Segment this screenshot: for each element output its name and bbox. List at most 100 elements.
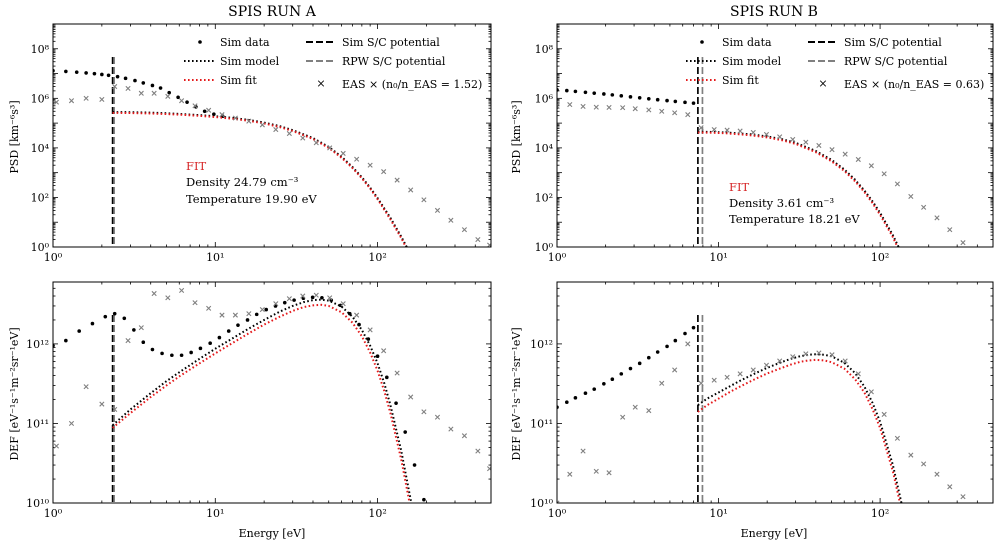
eas-point (68, 98, 75, 104)
ylabel-def-run-a: DEF [eV⁻¹s⁻¹m⁻²sr⁻¹eV] (8, 327, 21, 460)
eas-point (855, 156, 861, 163)
eas-point (192, 103, 198, 109)
y-tick-label: 10⁴ (535, 142, 554, 155)
eas-point (567, 101, 573, 108)
data-point (683, 100, 687, 105)
eas-point (434, 207, 441, 213)
x-tick-label: 10⁰ (548, 251, 567, 264)
series-line (111, 303, 411, 503)
ylabel-psd-run-a: PSD [km⁻⁶s³] (8, 100, 21, 173)
data-point (655, 350, 660, 354)
data-point (610, 93, 615, 97)
data-point (583, 391, 588, 396)
data-point (565, 400, 569, 404)
eas-point (475, 236, 481, 243)
x-tick-label: 10¹ (709, 251, 727, 264)
eas-point (486, 466, 491, 472)
eas-point (151, 90, 157, 96)
eas-point (698, 380, 704, 386)
eas-point (711, 377, 717, 383)
y-tick-label: 10¹² (26, 338, 49, 351)
eas-point (606, 104, 612, 111)
eas-point (232, 115, 238, 121)
data-point (123, 76, 128, 81)
y-tick-label: 10¹¹ (530, 417, 553, 430)
eas-point (763, 362, 770, 368)
series-eas (557, 101, 966, 246)
eas-point (112, 406, 118, 413)
data-point (217, 335, 222, 340)
eas-point (394, 370, 400, 376)
eas-point (151, 290, 157, 297)
data-point (310, 295, 315, 300)
data-point (637, 361, 642, 366)
legend-label-sim-model: Sim model (722, 55, 782, 68)
data-point (226, 329, 231, 333)
series-sim-model (111, 298, 413, 503)
data-point (133, 78, 137, 83)
data-point (245, 318, 250, 322)
series-eas (53, 83, 491, 247)
eas-point (286, 296, 292, 302)
eas-point (179, 98, 185, 104)
eas-point (659, 380, 665, 386)
fit-temperature: Temperature 19.90 eV (186, 192, 317, 206)
data-point (602, 382, 606, 386)
eas-point (165, 93, 171, 99)
axes-frame (556, 23, 994, 248)
series-sim-data (53, 68, 225, 119)
legend-label-rpw-sc: RPW S/C potential (342, 55, 446, 68)
eas-point (894, 435, 900, 441)
data-point (573, 89, 578, 94)
eas-point (408, 187, 414, 193)
eas-point (580, 103, 586, 110)
eas-point (947, 484, 953, 490)
data-point (602, 92, 606, 96)
eas-point (593, 104, 599, 110)
legend-label-sim-data: Sim data (220, 36, 270, 49)
series-sim-data (557, 88, 696, 105)
series-sim-fit (112, 111, 408, 247)
legend-label-sim-data: Sim data (722, 36, 772, 49)
y-tick-label: 10¹⁰ (530, 497, 553, 510)
axes-frame (52, 281, 492, 504)
data-point (655, 97, 660, 102)
data-point (665, 344, 669, 349)
eas-point (138, 325, 144, 331)
eas-point (672, 367, 678, 373)
data-point (160, 351, 164, 356)
fit-density: Density 3.61 cm⁻³ (729, 196, 834, 210)
eas-point (125, 85, 131, 92)
y-tick-label: 10² (535, 191, 553, 204)
eas-point (842, 358, 848, 364)
eas-point (421, 197, 427, 203)
legend-run-b: Sim data Sim model Sim fit Sim S/C poten… (686, 36, 984, 91)
eas-point (448, 217, 454, 223)
series-eas (557, 341, 966, 503)
eas-point (763, 131, 770, 137)
series-line (697, 353, 903, 503)
eas-point (632, 404, 638, 410)
legend-marker-eas: × (316, 77, 325, 90)
data-point (422, 497, 426, 502)
eas-point (921, 204, 927, 210)
axes-frame (556, 281, 994, 504)
fit-density: Density 24.79 cm⁻³ (186, 175, 299, 189)
panel-psd-run-a: 10⁰ 10¹ 10² 10⁰ 10² 10⁴ 10⁶ 10⁸ (31, 23, 492, 264)
data-point (106, 73, 111, 78)
eas-point (894, 181, 900, 187)
eas-point (790, 354, 796, 360)
eas-point (790, 136, 796, 142)
fit-temperature: Temperature 18.21 eV (729, 212, 860, 226)
data-point (122, 316, 127, 321)
data-point (100, 72, 104, 77)
eas-point (367, 162, 373, 168)
eas-point (354, 312, 360, 318)
eas-point (313, 140, 319, 146)
eas-point (83, 95, 89, 101)
eas-point (219, 312, 225, 318)
ylabel-psd-run-b: PSD [km⁻⁶s³] (510, 100, 523, 173)
legend-label-sim-fit: Sim fit (220, 74, 257, 87)
eas-point (947, 227, 953, 233)
